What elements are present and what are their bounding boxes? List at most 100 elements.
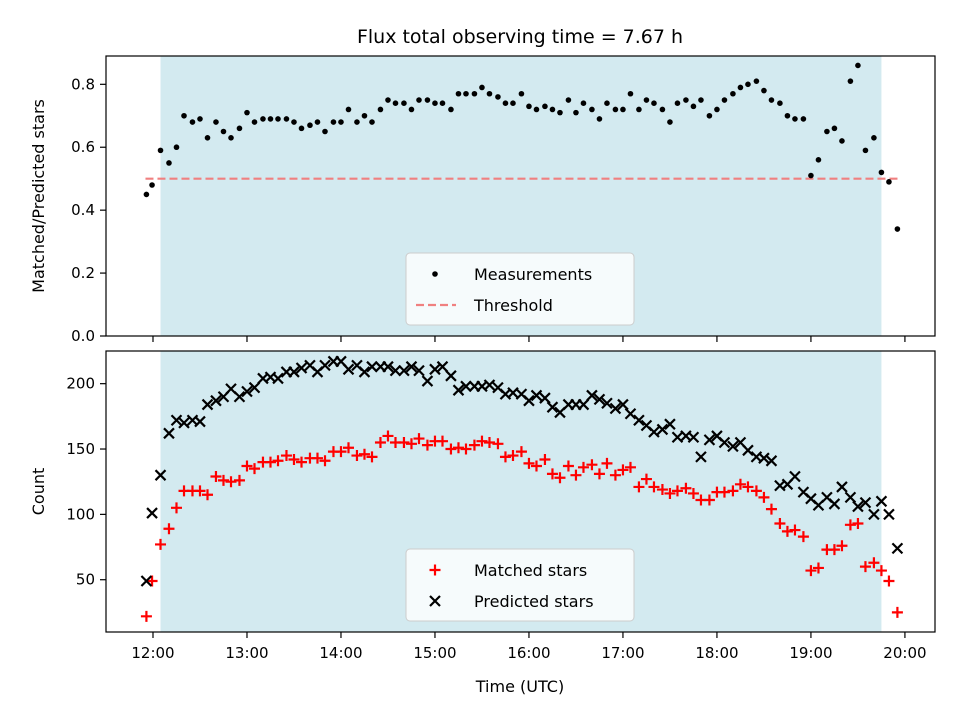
data-point <box>651 100 657 106</box>
data-point <box>593 468 605 480</box>
data-point <box>295 362 308 374</box>
data-point <box>424 97 431 103</box>
data-point <box>416 97 422 103</box>
y-tick-label: 200 <box>66 375 95 393</box>
data-point <box>765 503 777 515</box>
data-point <box>680 482 692 494</box>
data-point <box>502 100 509 106</box>
data-point <box>633 414 645 427</box>
data-point <box>452 442 464 454</box>
data-point <box>483 379 496 391</box>
data-point <box>202 489 214 501</box>
data-point <box>883 508 895 521</box>
data-point <box>781 525 793 537</box>
data-point <box>468 439 480 451</box>
data-point <box>217 474 229 486</box>
data-point <box>593 393 606 406</box>
data-point <box>140 610 152 622</box>
data-point <box>690 103 697 110</box>
data-point <box>589 106 595 113</box>
x-tick-label: 13:00 <box>225 644 268 662</box>
data-point <box>283 116 290 122</box>
data-point <box>361 112 368 119</box>
data-point <box>210 394 222 407</box>
data-point <box>687 487 699 499</box>
data-point <box>374 436 386 448</box>
data-point <box>518 90 525 97</box>
y-tick-label: 150 <box>66 440 95 458</box>
data-point <box>562 460 574 472</box>
data-point <box>824 128 830 135</box>
ratio-panel: 0.0 0.2 0.4 0.6 0.8 Matched/Predicted stars Me… <box>29 55 936 345</box>
data-point <box>143 191 150 198</box>
data-point <box>805 565 817 577</box>
data-point <box>761 87 767 94</box>
data-point <box>734 478 746 490</box>
data-point <box>377 106 384 113</box>
data-point <box>706 112 713 119</box>
data-point <box>322 128 328 135</box>
data-point <box>260 116 266 122</box>
data-point <box>737 84 744 91</box>
chart-title: Flux total observing time = 7.67 h <box>357 26 683 48</box>
data-point <box>758 491 770 503</box>
data-point <box>275 116 281 122</box>
data-point <box>891 542 904 555</box>
data-point <box>643 97 650 103</box>
data-point <box>742 481 754 493</box>
data-point <box>601 457 613 469</box>
data-point <box>436 435 448 447</box>
data-point <box>421 375 434 387</box>
data-point <box>228 134 234 141</box>
data-point <box>291 119 297 125</box>
data-point <box>721 97 728 103</box>
data-point <box>577 398 590 411</box>
data-point <box>636 106 642 113</box>
data-point <box>189 119 196 125</box>
data-point <box>288 453 300 465</box>
data-point <box>546 401 559 413</box>
data-point <box>366 451 378 463</box>
data-point <box>648 426 660 438</box>
data-point <box>836 481 848 493</box>
data-point <box>298 125 305 132</box>
data-point <box>862 147 869 154</box>
data-point <box>319 359 331 372</box>
data-point <box>495 94 501 100</box>
data-point <box>157 147 164 154</box>
data-point <box>385 97 391 103</box>
data-point <box>828 544 840 556</box>
data-point <box>609 469 621 481</box>
x-tick-label: 18:00 <box>695 644 738 662</box>
data-point <box>601 397 613 410</box>
data-point <box>831 125 838 132</box>
data-point <box>703 494 715 506</box>
data-point <box>546 468 558 480</box>
data-point <box>727 440 739 453</box>
data-point <box>382 430 394 442</box>
data-point <box>557 109 563 116</box>
data-point <box>852 518 864 530</box>
data-point <box>149 182 155 188</box>
data-point <box>808 172 814 179</box>
y-axis-label: Count <box>29 468 48 516</box>
data-point <box>609 402 622 415</box>
data-point <box>330 119 337 125</box>
data-point <box>201 398 214 411</box>
series-1 <box>143 62 901 232</box>
data-point <box>178 417 190 429</box>
axes-frame <box>105 55 936 337</box>
data-point <box>338 119 344 125</box>
data-point <box>789 524 801 536</box>
data-point <box>577 461 589 473</box>
series-2 <box>140 355 904 587</box>
data-point <box>656 484 668 496</box>
data-point <box>565 97 572 103</box>
data-point <box>604 100 610 106</box>
data-point <box>311 452 323 464</box>
data-point <box>342 363 355 376</box>
data-point <box>640 473 652 485</box>
data-point <box>445 370 457 382</box>
data-point <box>797 531 809 543</box>
data-point <box>844 491 857 504</box>
